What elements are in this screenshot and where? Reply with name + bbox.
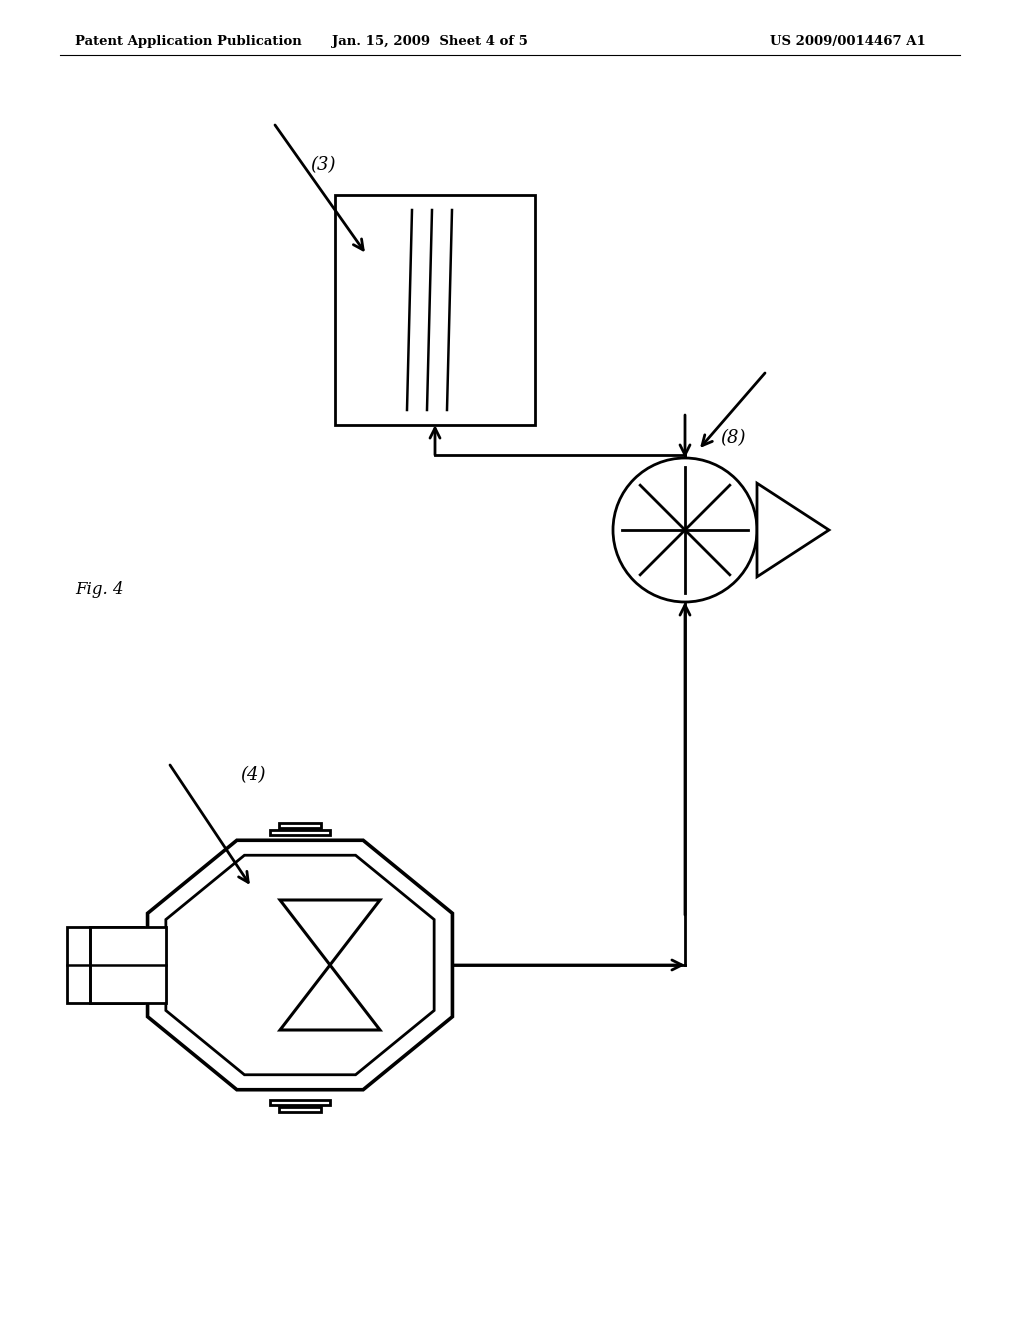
- Bar: [279, 822, 321, 828]
- Text: (4): (4): [240, 766, 265, 784]
- Bar: [335, 195, 535, 425]
- Text: (3): (3): [310, 156, 336, 174]
- Text: Patent Application Publication: Patent Application Publication: [75, 36, 302, 48]
- Polygon shape: [166, 855, 434, 1074]
- Text: Jan. 15, 2009  Sheet 4 of 5: Jan. 15, 2009 Sheet 4 of 5: [332, 36, 528, 48]
- Circle shape: [613, 458, 757, 602]
- Polygon shape: [280, 965, 380, 1030]
- Bar: [67, 927, 143, 1003]
- Polygon shape: [280, 900, 380, 965]
- Bar: [279, 1107, 321, 1111]
- Text: (8): (8): [720, 429, 745, 447]
- Bar: [90, 927, 166, 1003]
- Bar: [270, 830, 330, 836]
- Bar: [270, 1100, 330, 1105]
- Polygon shape: [147, 841, 453, 1090]
- Text: Fig. 4: Fig. 4: [75, 582, 124, 598]
- Text: US 2009/0014467 A1: US 2009/0014467 A1: [770, 36, 926, 48]
- Polygon shape: [757, 483, 829, 577]
